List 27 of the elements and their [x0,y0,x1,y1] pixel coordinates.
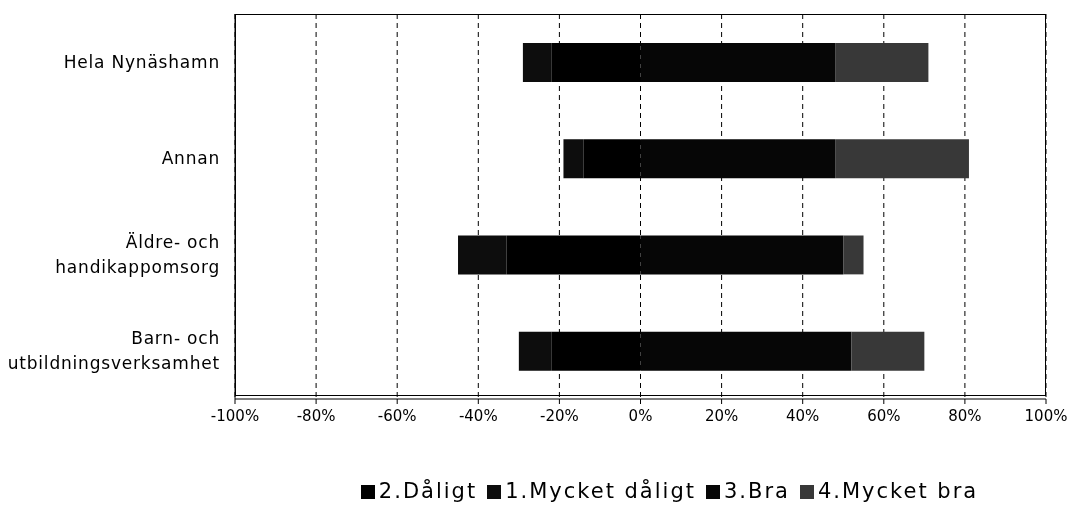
legend-label: 2.Dåligt [378,479,478,503]
legend-label: 1.Mycket dåligt [505,479,696,503]
y-tick-label: Barn- och utbildningsverksamhet [7,328,220,374]
y-tick-label: Annan [161,148,220,169]
legend-label: 3.Bra [723,479,790,503]
x-tick-label: -20% [540,406,579,425]
bar [458,235,507,275]
y-tick-label: Hela Nynäshamn [63,52,220,73]
y-tick-label: Äldre- och handikappomsorg [55,232,220,278]
bar [851,331,925,371]
x-tick-label: 0% [628,406,653,425]
bar [522,42,552,82]
x-tick-label: 60% [867,406,901,425]
x-tick-label: -60% [377,406,417,425]
bar [835,139,969,179]
bar [835,42,929,82]
bar [563,139,584,179]
x-tick-label: -100% [210,406,260,425]
x-tick-label: -40% [458,406,498,425]
x-tick-label: -80% [296,406,336,425]
x-tick-label: 100% [1024,406,1068,425]
x-tick-label: 80% [948,406,982,425]
x-tick-label: 40% [786,406,820,425]
legend-label: 4.Mycket bra [817,479,979,503]
x-tick-label: 20% [704,406,739,425]
bar [518,331,552,371]
bar [843,235,864,275]
